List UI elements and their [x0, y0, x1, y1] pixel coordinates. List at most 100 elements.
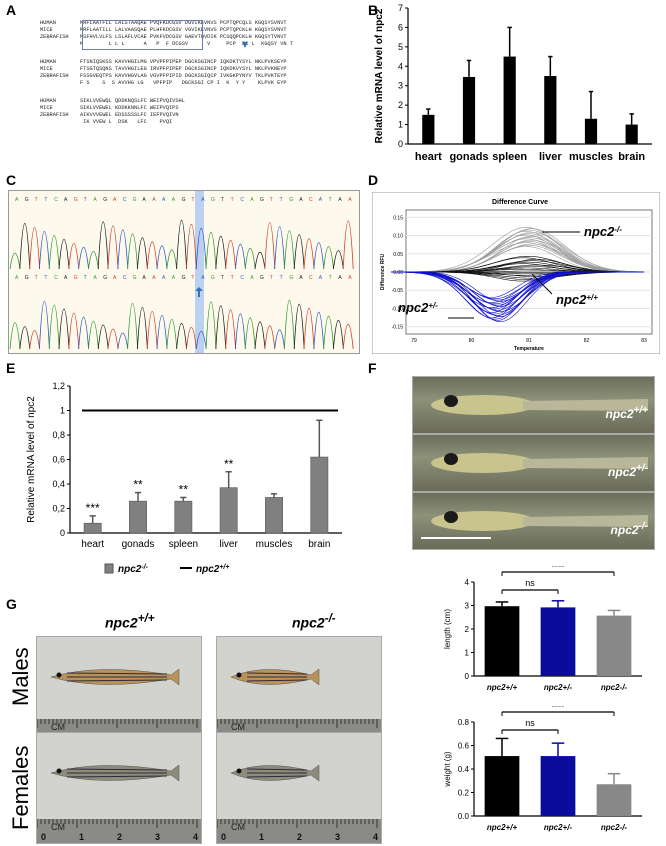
category-label: spleen — [169, 539, 198, 550]
highlight-column — [195, 191, 204, 353]
y-tick-label: 1,2 — [52, 381, 65, 391]
base-call: A — [15, 275, 19, 281]
base-call: A — [299, 275, 303, 281]
base-call: T — [280, 197, 283, 203]
y-tick-label: 4 — [465, 578, 470, 587]
bar — [174, 500, 193, 534]
trace-peak — [19, 326, 31, 350]
fish-eye — [236, 672, 242, 678]
trace-peak — [29, 330, 40, 350]
y-tick-label: 3 — [465, 602, 470, 611]
larva-photo-wt: npc2+/+ — [412, 376, 655, 434]
trace-peak — [58, 308, 70, 350]
base-call: A — [172, 197, 176, 203]
category-label: npc2+/+ — [487, 683, 518, 692]
category-label: liver — [219, 539, 238, 550]
base-call: A — [15, 197, 19, 203]
trace-peak — [48, 235, 60, 270]
panel-a-label: A — [6, 2, 17, 18]
trace-peak — [333, 250, 344, 270]
category-label: brain — [618, 151, 645, 163]
row-label-males: Males — [8, 647, 33, 706]
trace-peak — [166, 319, 178, 350]
panel-e-chart: 0 0,2 0,4 0,6 0,8 1 1,2 *** heart ** gonads ** splee… — [26, 381, 342, 576]
legend-label-wt: npc2+/+ — [196, 564, 229, 576]
label-ko: npc2-/- — [584, 224, 622, 239]
y-tick-label: 2 — [398, 100, 403, 110]
category-label: gonads — [122, 539, 155, 550]
ns-label: ns — [525, 578, 535, 588]
category-label: muscles — [569, 151, 613, 163]
trace-peak — [117, 229, 129, 270]
y-tick-label: 0.10 — [393, 234, 403, 240]
trace-peak — [166, 249, 178, 270]
trace-peak — [107, 225, 119, 270]
base-call: G — [211, 197, 215, 203]
trace-peak — [137, 307, 148, 350]
base-call: G — [182, 275, 186, 281]
ruler-unit: CM — [51, 722, 65, 732]
base-call: T — [329, 197, 332, 203]
base-call: G — [289, 275, 293, 281]
trace-peak — [235, 244, 246, 270]
x-tick-label: 79 — [411, 338, 417, 344]
larva-label-ko: npc2-/- — [610, 521, 648, 537]
bar — [584, 118, 598, 144]
ruler-unit: CM — [51, 822, 65, 832]
y-axis-label: Relative mRNA level of npc2 — [374, 8, 385, 143]
trace-peak — [29, 227, 40, 270]
fish-stripe — [246, 679, 308, 682]
y-tick-label: 0,4 — [52, 479, 65, 489]
alignment-sequence: MRFLAATFLL LALSTAAQAE PVQFKDCGSV DGVIKEV… — [80, 20, 287, 26]
category-label: heart — [415, 151, 442, 163]
category-label: gonads — [449, 151, 488, 163]
base-call: A — [338, 275, 342, 281]
alignment-row: HUMAN — [40, 20, 56, 26]
y-axis-label: weight (g) — [443, 751, 452, 787]
category-label: brain — [308, 539, 330, 550]
base-call: A — [319, 197, 323, 203]
ruler-label: 2 — [117, 832, 122, 842]
trace-peak — [127, 233, 138, 270]
base-call: A — [142, 275, 146, 281]
fish-stripe — [66, 775, 168, 778]
bar — [422, 114, 435, 144]
trace-peak — [68, 243, 80, 270]
trace-peak — [264, 325, 276, 350]
legend-bar-swatch — [104, 563, 114, 574]
base-call: T — [329, 275, 332, 281]
x-tick-label: 81 — [526, 338, 532, 344]
ruler-label: 3 — [335, 832, 340, 842]
bar — [484, 756, 520, 816]
base-call: G — [25, 275, 29, 281]
bar — [129, 500, 147, 534]
bar — [503, 56, 516, 145]
y-tick-label: 2 — [465, 625, 470, 634]
trace-peak — [88, 251, 99, 270]
trace-peak — [342, 324, 354, 350]
trace-peak — [205, 301, 217, 350]
alignment-sequence: FSSGVEQTPS KAVVHGVLAG VGVPFPIPID DGCKSGI… — [80, 73, 287, 79]
base-call: G — [25, 197, 29, 203]
ruler-label: 2 — [297, 832, 302, 842]
larva-label-wt: npc2+/+ — [605, 405, 648, 421]
ruler — [217, 819, 381, 843]
bar — [596, 784, 632, 816]
base-call: T — [280, 275, 283, 281]
sig-label: **** — [552, 706, 564, 712]
bar — [484, 606, 520, 676]
trace-peak — [9, 322, 21, 350]
trace-peak — [68, 312, 80, 350]
base-call: G — [133, 197, 137, 203]
row-label-females: Females — [8, 745, 33, 830]
base-call: A — [162, 197, 166, 203]
ruler-label: 3 — [155, 832, 160, 842]
trace-peak — [137, 237, 148, 270]
ruler-unit: CM — [231, 722, 245, 732]
wt-curve — [391, 255, 644, 273]
label-het: npc2+/- — [398, 300, 438, 315]
ruler-label: 4 — [373, 832, 378, 842]
base-call: C — [54, 275, 58, 281]
significance-stars: *** — [86, 501, 100, 515]
